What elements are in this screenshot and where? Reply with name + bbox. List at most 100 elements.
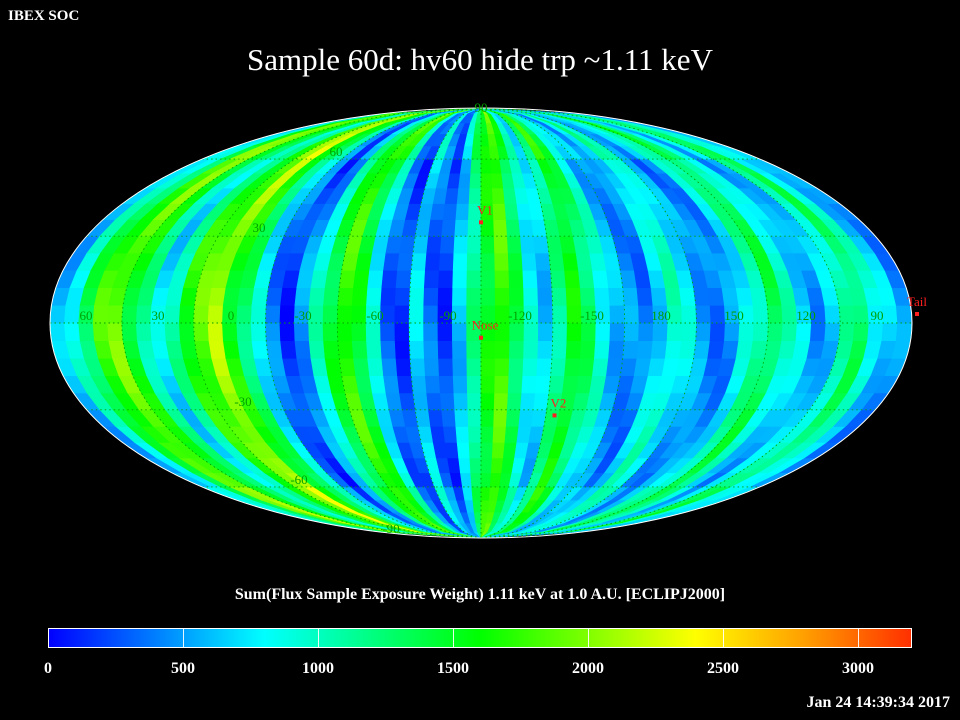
flux-cell bbox=[490, 172, 504, 189]
flux-cell bbox=[551, 287, 568, 306]
lon-label: 90 bbox=[871, 308, 884, 323]
flux-cell bbox=[265, 340, 283, 359]
flux-cell bbox=[523, 287, 539, 306]
meridian-line bbox=[480, 108, 769, 538]
flux-cell bbox=[456, 187, 471, 204]
flux-cell bbox=[509, 322, 525, 341]
flux-cell bbox=[366, 340, 383, 359]
meridian-line bbox=[121, 108, 482, 538]
flux-cell bbox=[411, 252, 427, 271]
lat-label: 60 bbox=[330, 144, 343, 159]
flux-cell bbox=[294, 340, 312, 359]
flux-cell bbox=[423, 287, 439, 306]
flux-cell bbox=[351, 340, 368, 359]
flux-cell bbox=[452, 357, 468, 377]
lon-label: -30 bbox=[294, 308, 311, 323]
flux-cell bbox=[536, 269, 553, 289]
flux-cell bbox=[537, 287, 553, 306]
flux-cell bbox=[351, 287, 368, 306]
flux-cell bbox=[468, 426, 482, 443]
flux-cell bbox=[380, 322, 396, 341]
flux-cell bbox=[507, 252, 524, 271]
flux-cell bbox=[580, 322, 597, 341]
flux-cell bbox=[467, 392, 482, 411]
flux-cell bbox=[623, 322, 640, 341]
flux-cell bbox=[338, 269, 356, 289]
map-title: Sample 60d: hv60 hide trp ~1.11 keV bbox=[247, 42, 713, 77]
flux-cell bbox=[492, 426, 507, 443]
flux-cell bbox=[452, 375, 468, 394]
flux-cell bbox=[380, 340, 397, 359]
flux-cell bbox=[480, 187, 494, 204]
colorbar-tick-label: 2500 bbox=[707, 660, 739, 677]
flux-cell bbox=[423, 340, 439, 359]
flux-cell bbox=[518, 219, 534, 237]
flux-cell bbox=[294, 287, 312, 306]
flux-cell bbox=[237, 340, 255, 359]
flux-cell bbox=[164, 322, 181, 341]
lon-label: 0 bbox=[228, 308, 235, 323]
flux-cell bbox=[279, 305, 296, 324]
flux-cell bbox=[466, 269, 482, 289]
flux-cell bbox=[752, 322, 769, 341]
flux-cell bbox=[508, 357, 524, 377]
flux-cell bbox=[494, 269, 510, 289]
flux-cell bbox=[506, 392, 523, 411]
marker-label: Tail bbox=[907, 294, 927, 309]
colorbar-title: Sum(Flux Sample Exposure Weight) 1.11 ke… bbox=[234, 586, 726, 603]
colorbar-tick-label: 0 bbox=[44, 660, 52, 677]
colorbar-tick bbox=[588, 629, 589, 647]
flux-cell bbox=[397, 375, 414, 394]
flux-cell bbox=[471, 145, 482, 160]
flux-cell bbox=[550, 357, 567, 377]
flux-cell bbox=[351, 305, 367, 324]
flux-cell bbox=[650, 340, 668, 359]
colorbar-tick-label: 1500 bbox=[437, 660, 469, 677]
flux-cell bbox=[50, 305, 67, 324]
flux-cell bbox=[467, 235, 482, 254]
flux-cell bbox=[468, 187, 482, 204]
flux-cell bbox=[237, 287, 255, 306]
flux-cell bbox=[480, 375, 496, 394]
flux-cell bbox=[523, 322, 539, 341]
flux-cell bbox=[64, 305, 81, 324]
flux-cell bbox=[222, 287, 241, 306]
flux-cell bbox=[308, 287, 326, 306]
flux-cell bbox=[265, 322, 281, 341]
flux-cell bbox=[681, 305, 697, 324]
flux-cell bbox=[767, 305, 784, 324]
flux-cell bbox=[490, 457, 504, 474]
flux-cell bbox=[438, 252, 455, 271]
flux-cell bbox=[509, 287, 525, 306]
flux-cell bbox=[409, 340, 425, 359]
flux-cell bbox=[681, 322, 697, 341]
flux-cell bbox=[594, 287, 611, 306]
flux-cell bbox=[509, 340, 525, 359]
flux-cell bbox=[579, 287, 596, 306]
flux-cell bbox=[207, 322, 224, 341]
flux-cell bbox=[207, 305, 224, 324]
flux-cell bbox=[208, 287, 227, 306]
flux-cell bbox=[280, 340, 298, 359]
corner-label: IBEX SOC bbox=[8, 8, 80, 24]
flux-cell bbox=[609, 305, 625, 324]
meridian-line bbox=[408, 108, 482, 538]
flux-cell bbox=[164, 305, 181, 324]
timestamp: Jan 24 14:39:34 2017 bbox=[806, 694, 950, 711]
flux-cell bbox=[504, 203, 520, 220]
flux-cell bbox=[409, 269, 426, 289]
flux-cell bbox=[473, 122, 482, 135]
markers: V1 Nose V2 Tail bbox=[472, 202, 927, 418]
flux-cell bbox=[536, 357, 553, 377]
flux-cell bbox=[781, 322, 798, 341]
flux-cell bbox=[480, 392, 495, 411]
flux-cell bbox=[454, 219, 469, 237]
flux-cell bbox=[480, 235, 495, 254]
flux-cell bbox=[411, 375, 427, 394]
colorbar bbox=[48, 628, 912, 648]
lon-label: -150 bbox=[580, 308, 604, 323]
flux-cell bbox=[505, 409, 521, 427]
lat-label: 30 bbox=[253, 220, 266, 235]
flux-cell bbox=[707, 340, 725, 359]
flux-cell bbox=[472, 133, 482, 147]
